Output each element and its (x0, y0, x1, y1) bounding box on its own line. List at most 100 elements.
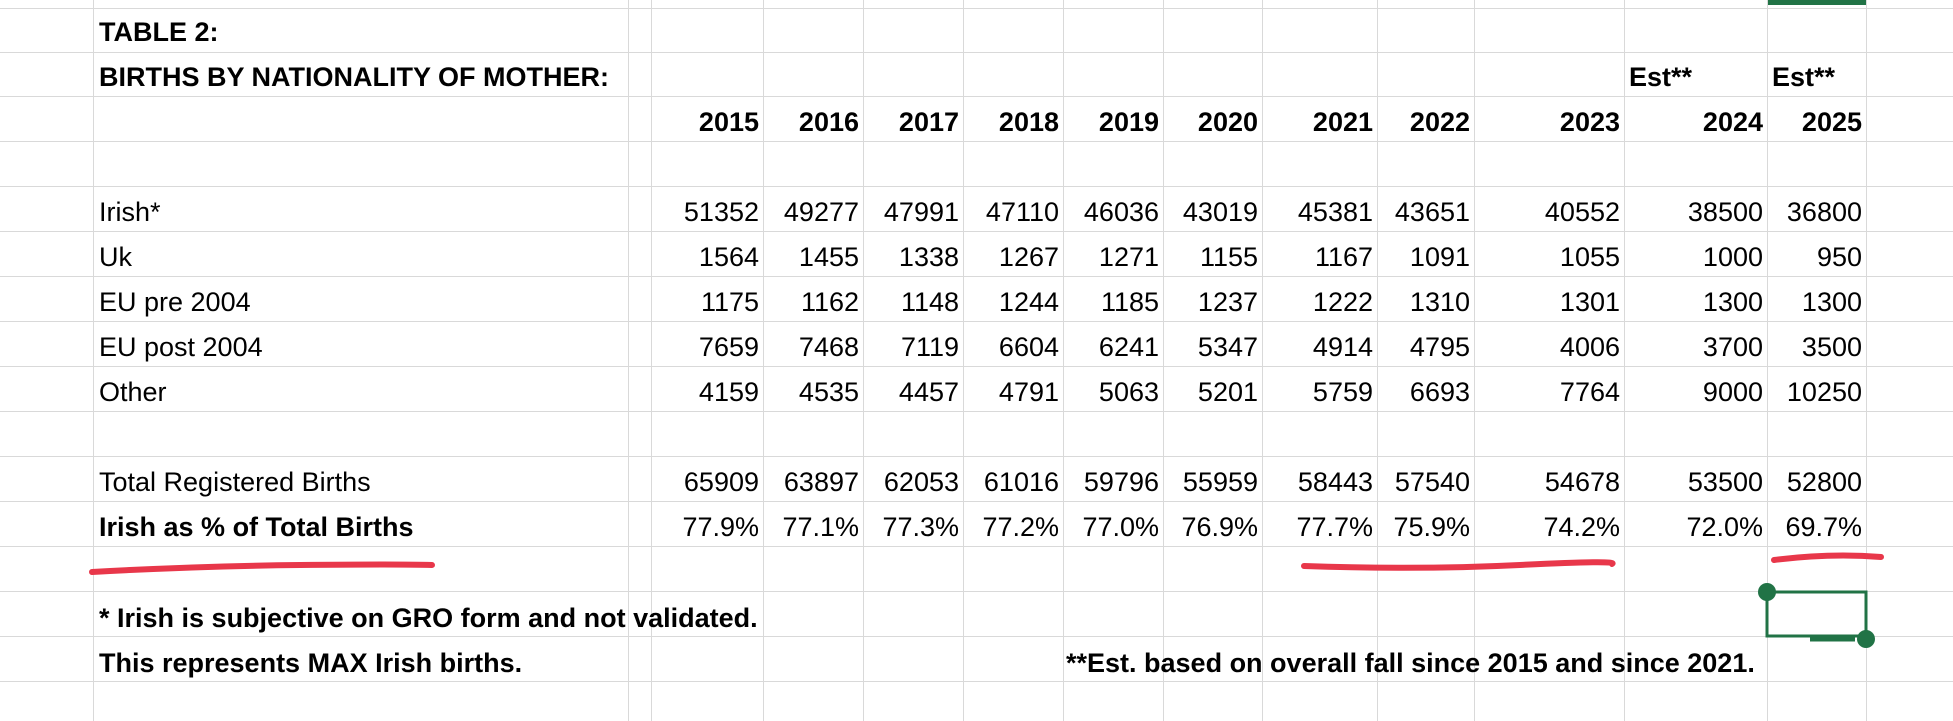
total-cell[interactable]: 52800 (1786, 467, 1862, 497)
total-cell[interactable]: 58443 (1297, 467, 1373, 497)
data-cell[interactable]: 1338 (898, 242, 959, 272)
total-cell[interactable]: 62053 (883, 467, 959, 497)
data-cell[interactable]: 3500 (1801, 332, 1862, 362)
data-cell[interactable]: 9000 (1702, 377, 1763, 407)
data-cell[interactable]: 4457 (898, 377, 959, 407)
total-label[interactable]: Total Registered Births (99, 467, 371, 497)
data-cell[interactable]: 6241 (1098, 332, 1159, 362)
data-cell[interactable]: 1222 (1312, 287, 1373, 317)
percent-cell[interactable]: 72.0% (1686, 512, 1763, 542)
data-cell[interactable]: 4006 (1559, 332, 1620, 362)
data-cell[interactable]: 1271 (1098, 242, 1159, 272)
data-cell[interactable]: 47991 (883, 197, 959, 227)
percent-cell[interactable]: 75.9% (1393, 512, 1470, 542)
year-header[interactable]: 2021 (1312, 107, 1373, 137)
table-subtitle: BIRTHS BY NATIONALITY OF MOTHER: (99, 62, 609, 92)
percent-cell[interactable]: 76.9% (1181, 512, 1258, 542)
data-cell[interactable]: 1091 (1409, 242, 1470, 272)
year-header[interactable]: 2025 (1801, 107, 1862, 137)
total-cell[interactable]: 53500 (1687, 467, 1763, 497)
data-cell[interactable]: 1185 (1100, 287, 1159, 317)
total-cell[interactable]: 59796 (1083, 467, 1159, 497)
percent-cell[interactable]: 77.2% (982, 512, 1059, 542)
data-cell[interactable]: 7764 (1559, 377, 1620, 407)
total-cell[interactable]: 57540 (1394, 467, 1470, 497)
data-cell[interactable]: 1148 (900, 287, 959, 317)
year-header[interactable]: 2023 (1559, 107, 1620, 137)
data-cell[interactable]: 1244 (998, 287, 1059, 317)
data-cell[interactable]: 36800 (1786, 197, 1862, 227)
row-label[interactable]: EU pre 2004 (99, 287, 251, 317)
data-cell[interactable]: 1310 (1409, 287, 1470, 317)
data-cell[interactable]: 5347 (1197, 332, 1258, 362)
data-cell[interactable]: 1167 (1314, 242, 1373, 272)
data-cell[interactable]: 1000 (1702, 242, 1763, 272)
data-cell[interactable]: 38500 (1687, 197, 1763, 227)
data-cell[interactable]: 1301 (1559, 287, 1620, 317)
data-cell[interactable]: 1162 (800, 287, 859, 317)
data-cell[interactable]: 1300 (1801, 287, 1862, 317)
total-cell[interactable]: 65909 (683, 467, 759, 497)
percent-cell[interactable]: 77.3% (882, 512, 959, 542)
total-cell[interactable]: 54678 (1544, 467, 1620, 497)
data-cell[interactable]: 1055 (1559, 242, 1620, 272)
year-header[interactable]: 2017 (898, 107, 959, 137)
row-label[interactable]: Irish* (99, 197, 161, 227)
year-header[interactable]: 2019 (1098, 107, 1159, 137)
total-cell[interactable]: 63897 (783, 467, 859, 497)
total-cell[interactable]: 55959 (1182, 467, 1258, 497)
data-cell[interactable]: 7659 (698, 332, 759, 362)
year-header[interactable]: 2016 (798, 107, 859, 137)
data-cell[interactable]: 950 (1816, 242, 1862, 272)
percent-cell[interactable]: 69.7% (1785, 512, 1862, 542)
year-header[interactable]: 2022 (1409, 107, 1470, 137)
data-cell[interactable]: 43019 (1182, 197, 1258, 227)
data-cell[interactable]: 43651 (1394, 197, 1470, 227)
data-cell[interactable]: 4914 (1312, 332, 1373, 362)
est-label-2024: Est** (1629, 62, 1693, 92)
year-header[interactable]: 2018 (998, 107, 1059, 137)
percent-cell[interactable]: 77.9% (682, 512, 759, 542)
data-cell[interactable]: 1237 (1197, 287, 1258, 317)
percent-cell[interactable]: 77.0% (1082, 512, 1159, 542)
data-cell[interactable]: 45381 (1297, 197, 1373, 227)
percent-cell[interactable]: 74.2% (1543, 512, 1620, 542)
data-cell[interactable]: 1564 (698, 242, 759, 272)
data-cell[interactable]: 47110 (985, 197, 1059, 227)
data-cell[interactable]: 10250 (1786, 377, 1862, 407)
percent-cell[interactable]: 77.1% (782, 512, 859, 542)
underline-2025 (1771, 552, 1884, 563)
data-cell[interactable]: 40552 (1544, 197, 1620, 227)
data-cell[interactable]: 1300 (1702, 287, 1763, 317)
data-cell[interactable]: 51352 (683, 197, 759, 227)
year-header[interactable]: 2020 (1197, 107, 1258, 137)
data-cell[interactable]: 6693 (1409, 377, 1470, 407)
row-label[interactable]: Other (99, 377, 167, 407)
data-cell[interactable]: 1155 (1199, 242, 1258, 272)
total-cell[interactable]: 61016 (983, 467, 1059, 497)
data-cell[interactable]: 1267 (998, 242, 1059, 272)
data-cell[interactable]: 46036 (1083, 197, 1159, 227)
data-cell[interactable]: 6604 (998, 332, 1059, 362)
row-label[interactable]: EU post 2004 (99, 332, 263, 362)
data-cell[interactable]: 4795 (1409, 332, 1470, 362)
percent-cell[interactable]: 77.7% (1296, 512, 1373, 542)
row-label[interactable]: Uk (99, 242, 132, 272)
data-cell[interactable]: 3700 (1702, 332, 1763, 362)
data-cell[interactable]: 4791 (998, 377, 1059, 407)
percent-label[interactable]: Irish as % of Total Births (99, 512, 414, 542)
data-cell[interactable]: 7468 (798, 332, 859, 362)
selection-range-handle[interactable] (1750, 575, 1880, 655)
data-cell[interactable]: 1455 (798, 242, 859, 272)
data-cell[interactable]: 49277 (783, 197, 859, 227)
data-cell[interactable]: 4159 (698, 377, 759, 407)
data-cell[interactable]: 5759 (1312, 377, 1373, 407)
year-header[interactable]: 2015 (698, 107, 759, 137)
data-cell[interactable]: 5063 (1098, 377, 1159, 407)
year-header[interactable]: 2024 (1702, 107, 1763, 137)
data-cell[interactable]: 5201 (1197, 377, 1258, 407)
data-cell[interactable]: 1175 (700, 287, 759, 317)
data-cell[interactable]: 7119 (900, 332, 959, 362)
data-cell[interactable]: 4535 (798, 377, 859, 407)
est-label-2025: Est** (1772, 62, 1836, 92)
